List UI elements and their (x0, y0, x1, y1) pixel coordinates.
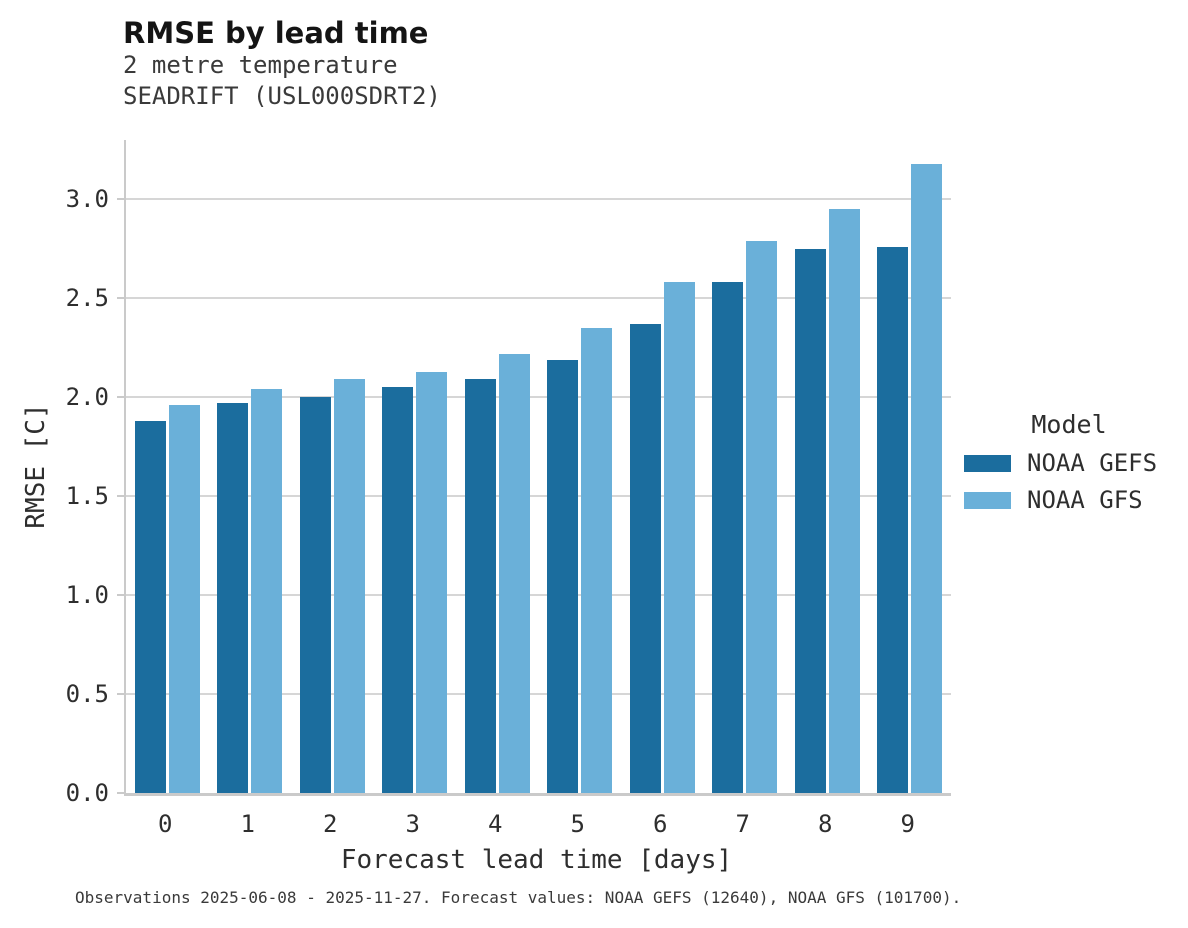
x-tick-label: 5 (570, 810, 585, 838)
bar-noaa-gfs-day-5 (581, 328, 613, 793)
legend-title: Model (1031, 410, 1107, 439)
bar-noaa-gfs-day-7 (746, 240, 778, 793)
legend-swatch-noaa-gfs (964, 491, 1011, 509)
bar-noaa-gfs-day-3 (416, 371, 448, 793)
bar-noaa-gfs-day-0 (168, 405, 200, 793)
y-tick-mark (117, 693, 124, 696)
bar-groups (126, 140, 951, 793)
bar-group-day-2 (291, 140, 374, 793)
x-tick-labels: 0 1 2 3 4 5 6 7 8 9 (124, 810, 949, 840)
bar-noaa-gefs-day-0 (134, 421, 166, 793)
x-tick-label: 2 (323, 810, 338, 838)
bar-group-day-8 (786, 140, 869, 793)
bar-group-day-1 (209, 140, 292, 793)
y-tick-mark (117, 594, 124, 597)
bar-noaa-gefs-day-9 (877, 246, 909, 793)
legend-label-noaa-gefs: NOAA GEFS (1027, 449, 1158, 477)
legend-label-noaa-gfs: NOAA GFS (1027, 486, 1143, 514)
chart-title: RMSE by lead time (123, 16, 429, 50)
caption: Observations 2025-06-08 - 2025-11-27. Fo… (75, 888, 962, 907)
legend-item-noaa-gfs: NOAA GFS (964, 486, 1174, 514)
y-tick-label: 0.5 (65, 680, 109, 709)
bar-noaa-gefs-day-4 (464, 379, 496, 793)
y-tick-mark (117, 792, 124, 794)
x-tick-label: 6 (653, 810, 668, 838)
bar-noaa-gfs-day-9 (911, 163, 943, 793)
chart-subtitle-variable: 2 metre temperature (123, 51, 398, 79)
legend-item-noaa-gefs: NOAA GEFS (964, 449, 1174, 477)
bar-noaa-gefs-day-8 (794, 248, 826, 793)
bar-noaa-gfs-day-8 (828, 209, 860, 793)
y-tick-label: 2.5 (65, 284, 109, 313)
x-tick-label: 1 (240, 810, 255, 838)
bar-noaa-gefs-day-3 (382, 387, 414, 793)
bar-noaa-gfs-day-6 (663, 282, 695, 793)
bar-noaa-gfs-day-1 (251, 389, 283, 793)
y-tick-label: 0.0 (65, 779, 109, 807)
legend-swatch-noaa-gefs (964, 454, 1011, 472)
y-tick-mark (117, 297, 124, 300)
gridline (126, 297, 951, 300)
bar-group-day-3 (374, 140, 457, 793)
bar-group-day-6 (621, 140, 704, 793)
x-axis-title: Forecast lead time [days] (340, 845, 733, 875)
x-tick-label: 4 (488, 810, 503, 838)
y-tick-labels: 0.0 0.5 1.0 1.5 2.0 2.5 3.0 (0, 140, 109, 805)
x-tick-label: 8 (818, 810, 833, 838)
legend: Model NOAA GEFS NOAA GFS (964, 410, 1174, 527)
y-tick-label: 1.5 (65, 482, 109, 511)
bar-noaa-gfs-day-2 (333, 379, 365, 793)
y-tick-label: 1.0 (65, 581, 109, 610)
bar-noaa-gefs-day-5 (547, 359, 579, 793)
bar-noaa-gfs-day-4 (498, 353, 530, 793)
y-tick-label: 3.0 (65, 185, 109, 214)
y-tick-label: 2.0 (65, 383, 109, 412)
y-tick-mark (117, 198, 124, 201)
x-tick-label: 3 (405, 810, 420, 838)
bar-noaa-gefs-day-2 (299, 397, 331, 793)
bar-noaa-gefs-day-6 (629, 324, 661, 793)
y-tick-mark (117, 396, 124, 399)
x-tick-label: 7 (735, 810, 750, 838)
bar-group-day-5 (539, 140, 622, 793)
bar-group-day-4 (456, 140, 539, 793)
bar-group-day-0 (126, 140, 209, 793)
y-tick-mark (117, 495, 124, 498)
gridline (126, 693, 951, 696)
gridline (126, 198, 951, 201)
gridline (126, 495, 951, 498)
gridline (126, 396, 951, 399)
chart-subtitle-station: SEADRIFT (USL000SDRT2) (123, 82, 441, 110)
x-tick-label: 0 (158, 810, 173, 838)
bar-noaa-gefs-day-7 (712, 282, 744, 793)
gridline (126, 594, 951, 597)
bar-group-day-7 (704, 140, 787, 793)
plot-area (117, 140, 951, 796)
bar-group-day-9 (869, 140, 952, 793)
bar-noaa-gefs-day-1 (217, 403, 249, 793)
x-tick-label: 9 (900, 810, 915, 838)
